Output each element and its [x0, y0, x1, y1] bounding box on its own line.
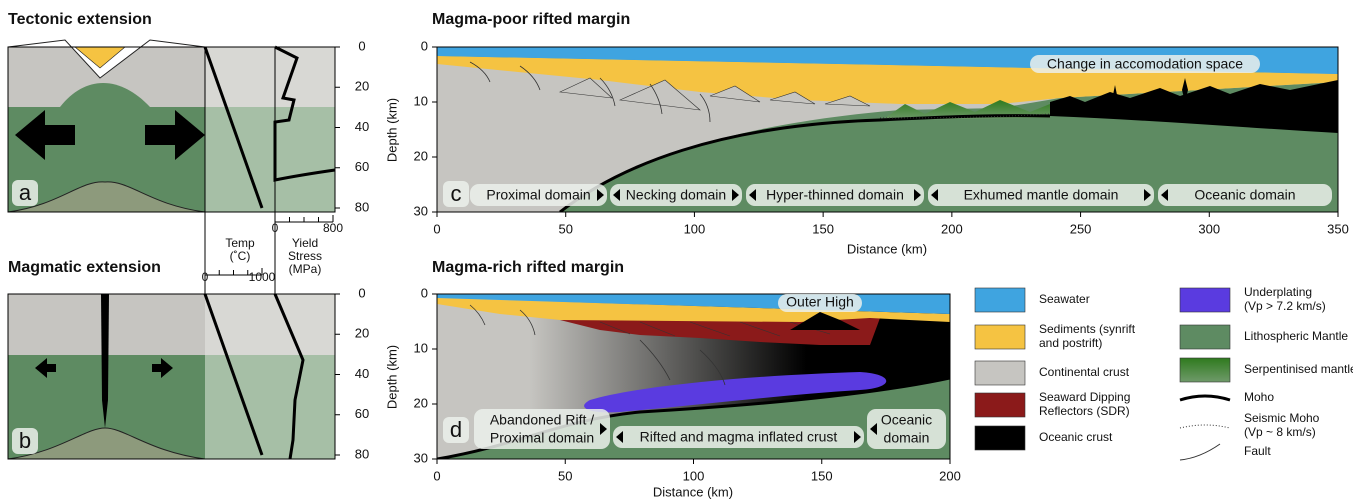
x-tick-label: 200 — [939, 468, 961, 483]
y-tick-label: 0 — [358, 285, 365, 300]
annotation: Outer High — [786, 294, 854, 310]
x-tick-label: 250 — [1070, 221, 1092, 236]
x-tick-label: 100 — [683, 468, 705, 483]
x-tick-label: 0 — [433, 221, 440, 236]
legend-swatch — [975, 393, 1025, 417]
axis-label: (˚C) — [230, 249, 251, 263]
legend-label: Oceanic crust — [1039, 430, 1113, 444]
legend-swatch — [975, 325, 1025, 349]
y-tick-label: 40 — [355, 119, 369, 134]
y-tick-label: 0 — [358, 38, 365, 53]
legend-label: Serpentinised mantle — [1244, 362, 1353, 376]
y-tick-label: 20 — [355, 79, 369, 94]
legend-swatch — [1180, 288, 1230, 312]
y-tick-label: 20 — [414, 148, 428, 163]
legend-swatch — [975, 361, 1025, 385]
annotation: Change in accomodation space — [1047, 56, 1243, 72]
domain-label: Proximal domain — [490, 430, 594, 446]
y-tick-label: 40 — [355, 366, 369, 381]
tick-label: 0 — [272, 221, 279, 235]
legend-swatch — [1180, 358, 1230, 382]
legend-label: Fault — [1244, 444, 1271, 458]
domain-label: Oceanic — [881, 412, 932, 428]
panel-letter: d — [450, 417, 462, 442]
title: Magma-rich rifted margin — [432, 259, 624, 276]
legend-label: Underplating — [1244, 285, 1312, 299]
title: Magmatic extension — [8, 259, 161, 276]
y-tick-label: 30 — [414, 203, 428, 218]
x-tick-label: 300 — [1198, 221, 1220, 236]
x-tick-label: 0 — [433, 468, 440, 483]
legend-label: (Vp > 7.2 km/s) — [1244, 299, 1326, 313]
domain-label: Exhumed mantle domain — [964, 187, 1119, 203]
domain-label: Necking domain — [626, 187, 726, 203]
axis-label: (MPa) — [289, 262, 322, 276]
legend-label: Seaward Dipping — [1039, 390, 1130, 404]
domain-label: Hyper-thinned domain — [766, 187, 904, 203]
panel-letter: c — [451, 181, 462, 206]
tick-label: 1000 — [249, 270, 276, 284]
y-tick-label: 60 — [355, 406, 369, 421]
domain-label: Proximal domain — [486, 187, 590, 203]
panel-a-art — [8, 40, 335, 294]
x-tick-label: 100 — [684, 221, 706, 236]
legend-swatch — [1180, 325, 1230, 349]
y-axis-label: Depth (km) — [384, 98, 399, 162]
x-tick-label: 200 — [941, 221, 963, 236]
legend-label: Sediments (synrift — [1039, 322, 1136, 336]
panel-b-art — [8, 294, 335, 459]
y-tick-label: 10 — [414, 93, 428, 108]
legend-swatch — [975, 426, 1025, 450]
x-axis-label: Distance (km) — [847, 241, 927, 256]
legend-label: Seawater — [1039, 292, 1090, 306]
legend-label: and postrift) — [1039, 336, 1102, 350]
title: Tectonic extension — [8, 11, 152, 28]
y-tick-label: 0 — [421, 38, 428, 53]
panel-letter: b — [19, 428, 31, 453]
x-tick-label: 50 — [558, 221, 572, 236]
y-axis-label: Depth (km) — [384, 345, 399, 409]
y-tick-label: 0 — [421, 285, 428, 300]
y-tick-label: 10 — [414, 340, 428, 355]
y-tick-label: 60 — [355, 159, 369, 174]
y-tick-label: 20 — [414, 395, 428, 410]
legend-swatch — [1180, 396, 1230, 400]
x-tick-label: 150 — [812, 221, 834, 236]
x-tick-label: 150 — [811, 468, 833, 483]
legend-label: Continental crust — [1039, 365, 1130, 379]
x-tick-label: 50 — [558, 468, 572, 483]
figure: Tectonic extension Magmatic extension Ma… — [0, 0, 1353, 501]
x-axis-label: Distance (km) — [653, 484, 733, 499]
legend-swatch — [975, 288, 1025, 312]
legend-label: (Vp ~ 8 km/s) — [1244, 425, 1316, 439]
title: Magma-poor rifted margin — [432, 11, 630, 28]
axis-label: Stress — [288, 249, 322, 263]
legend-label: Reflectors (SDR) — [1039, 404, 1130, 418]
legend-label: Seismic Moho — [1244, 411, 1320, 425]
y-tick-label: 30 — [414, 450, 428, 465]
domain-label: Oceanic domain — [1194, 187, 1295, 203]
axis-label: Temp — [225, 236, 255, 250]
y-tick-label: 20 — [355, 326, 369, 341]
panel-letter: a — [19, 180, 32, 205]
domain-label: domain — [884, 430, 930, 446]
legend-label: Lithospheric Mantle — [1244, 329, 1348, 343]
domain-label: Abandoned Rift / — [490, 412, 594, 428]
tick-label: 0 — [202, 270, 209, 284]
domain-label: Rifted and magma inflated crust — [640, 429, 838, 445]
axis-label: Yield — [292, 236, 318, 250]
legend-swatch — [1180, 444, 1220, 460]
legend-swatch — [1180, 425, 1230, 428]
legend-label: Moho — [1244, 390, 1274, 404]
y-tick-label: 80 — [355, 446, 369, 461]
y-tick-label: 80 — [355, 199, 369, 214]
tick-label: 800 — [323, 221, 343, 235]
x-tick-label: 350 — [1327, 221, 1349, 236]
